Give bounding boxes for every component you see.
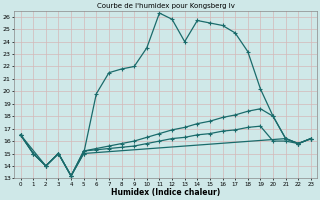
X-axis label: Humidex (Indice chaleur): Humidex (Indice chaleur) [111, 188, 220, 197]
Title: Courbe de l'humidex pour Kongsberg Iv: Courbe de l'humidex pour Kongsberg Iv [97, 3, 235, 9]
